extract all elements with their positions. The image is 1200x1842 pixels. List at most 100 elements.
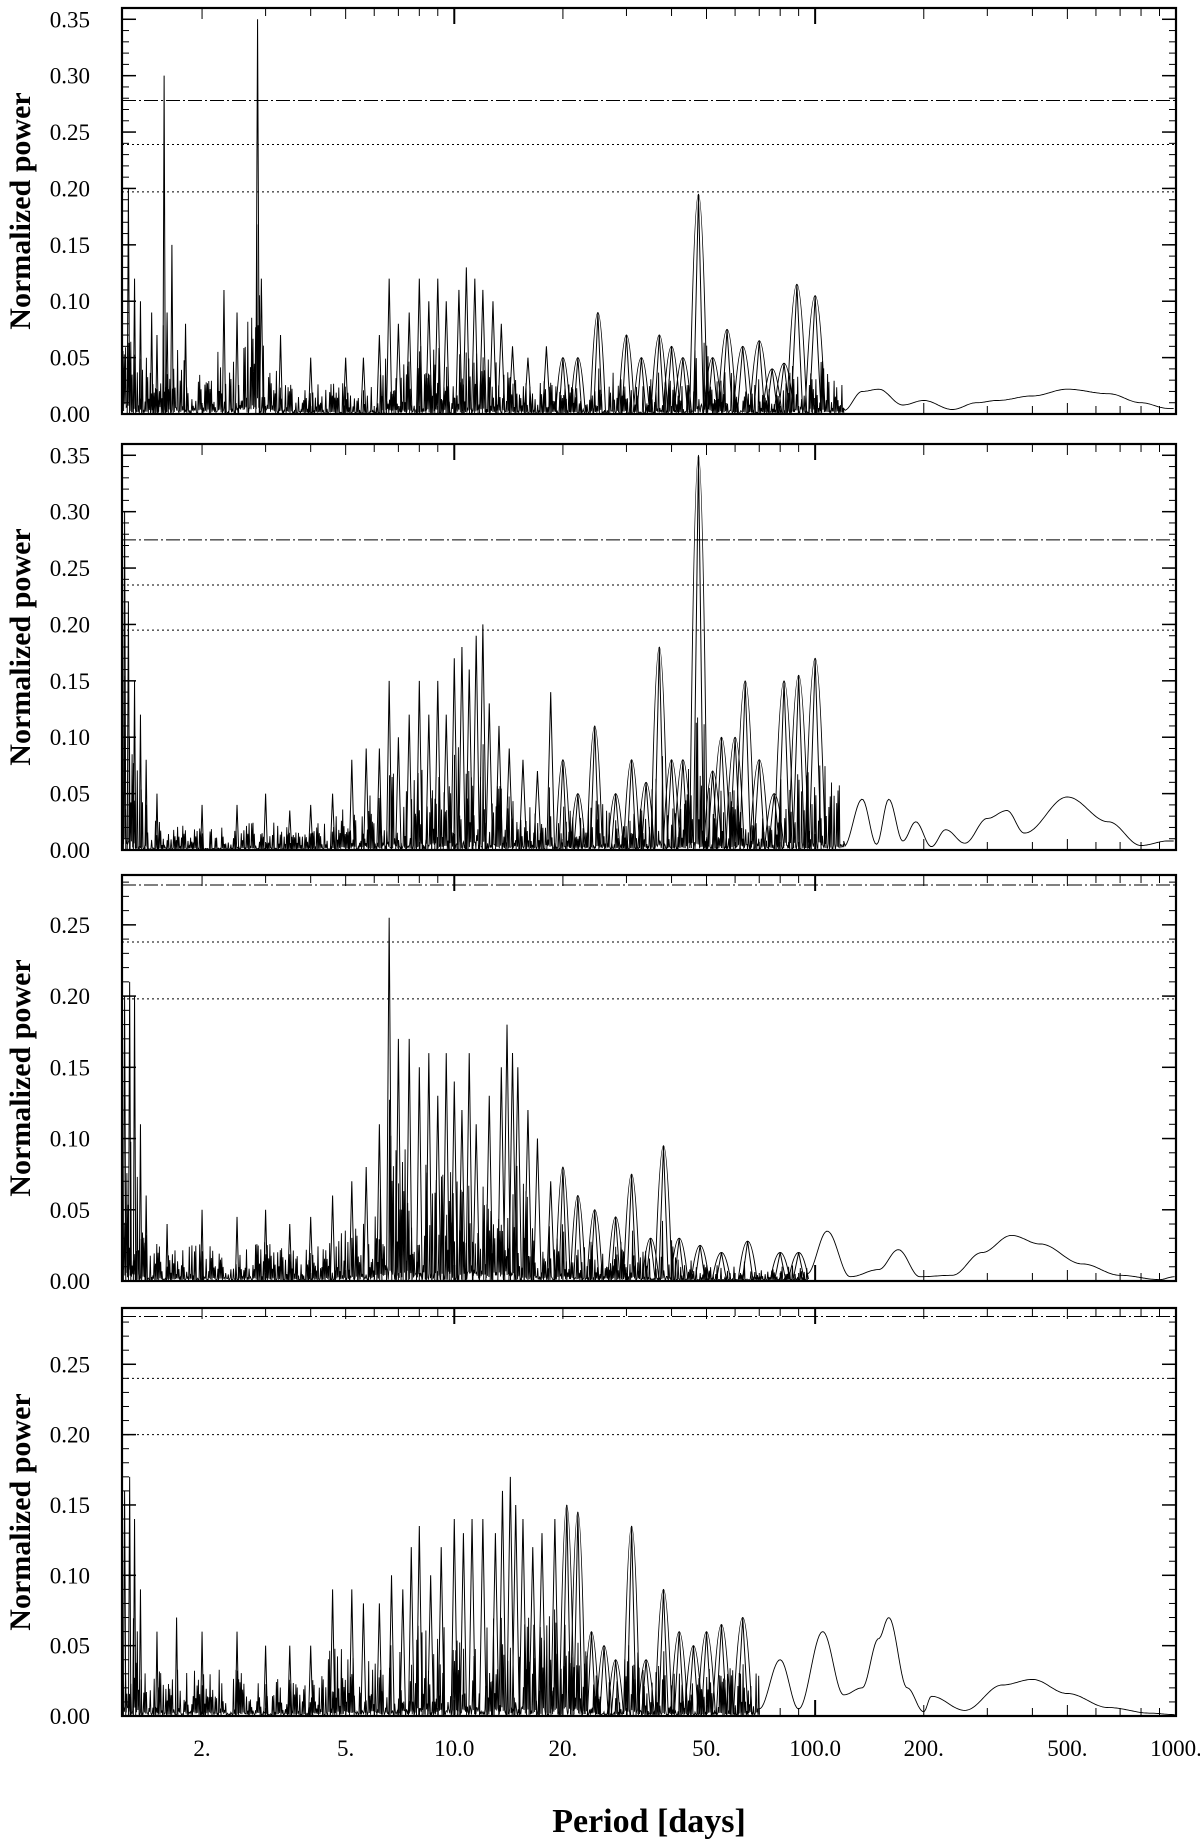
peak-lobe xyxy=(764,793,785,849)
peak-lobe xyxy=(770,1252,791,1280)
panel-3: 0.00 0.05 0.10 0.15 0.20 0.25 Normalized power xyxy=(4,873,1178,1294)
peak-mark xyxy=(263,793,268,851)
peak-mark xyxy=(348,1589,355,1717)
y-tick-label: 0.25 xyxy=(50,1352,90,1377)
peak-lobe xyxy=(725,736,745,849)
peak-lobe xyxy=(586,1209,603,1280)
peak-mark xyxy=(497,1067,506,1282)
peak-mark xyxy=(458,646,466,851)
y-axis-label: Normalized power xyxy=(4,959,37,1196)
peak-mark xyxy=(308,804,314,851)
panel-frame xyxy=(120,873,1178,1283)
y-tick-label: 0.20 xyxy=(50,984,90,1009)
peak-mark xyxy=(234,804,240,851)
peak-mark xyxy=(450,658,458,851)
y-tick-label: 0.25 xyxy=(50,556,90,581)
peak-mark xyxy=(132,680,137,851)
peak-mark xyxy=(528,1547,537,1717)
peak-mark xyxy=(360,357,367,415)
peak-mark xyxy=(162,75,166,415)
peak-mark xyxy=(434,278,442,415)
peak-lobe xyxy=(569,1195,586,1280)
peak-mark xyxy=(342,357,349,415)
peak-lobe xyxy=(749,759,770,849)
y-tick-label: 0.05 xyxy=(50,346,90,371)
peak-mark xyxy=(200,804,204,851)
peak-lobe xyxy=(689,455,708,849)
peak-lobe xyxy=(583,1631,600,1715)
peak-lobe xyxy=(733,1617,753,1715)
peak-mark xyxy=(442,714,450,851)
peak-mark xyxy=(395,1038,402,1282)
peak-mark xyxy=(170,244,174,415)
peak-mark xyxy=(376,1603,383,1717)
peak-lobe xyxy=(762,368,783,413)
peak-mark xyxy=(360,1603,367,1717)
peak-lobe xyxy=(555,357,571,413)
peak-mark xyxy=(395,323,402,415)
peak-lobe xyxy=(662,345,681,413)
peak-mark xyxy=(255,19,260,415)
y-tick-label: 0.10 xyxy=(50,289,90,314)
peak-lobe xyxy=(788,1252,809,1280)
peak-lobe xyxy=(697,1631,716,1715)
peak-mark xyxy=(425,714,433,851)
peak-mark xyxy=(495,725,503,851)
peak-mark xyxy=(329,793,336,851)
y-tick-label: 0.25 xyxy=(50,120,90,145)
peak-mark xyxy=(399,1589,407,1717)
panel-frame xyxy=(120,1306,1178,1718)
peak-lobe xyxy=(804,295,826,413)
x-axis-label: Period [days] xyxy=(552,1803,746,1840)
x-tick-label: 200. xyxy=(904,1736,944,1761)
peak-mark xyxy=(511,1504,520,1717)
peak-mark xyxy=(363,748,370,851)
peak-mark xyxy=(122,1490,127,1717)
peak-mark xyxy=(138,301,143,415)
y-tick-label: 0.20 xyxy=(50,612,90,637)
peak-mark xyxy=(479,624,487,851)
peak-lobe xyxy=(735,680,755,849)
y-tick-label: 0.30 xyxy=(50,64,90,89)
y-tick-label: 0.05 xyxy=(50,1198,90,1223)
peak-lobe xyxy=(673,357,692,413)
x-tick-label: 100.0 xyxy=(789,1736,841,1761)
peak-mark xyxy=(138,1124,143,1282)
peak-mark xyxy=(376,335,383,415)
peak-mark xyxy=(234,312,240,415)
y-tick-label: 0.20 xyxy=(50,1423,90,1448)
peak-mark xyxy=(155,1631,159,1717)
peak-mark xyxy=(513,1067,522,1282)
peak-mark xyxy=(234,1631,240,1717)
peak-mark xyxy=(479,1519,487,1717)
peak-mark xyxy=(437,1547,445,1717)
x-tick-label: 10.0 xyxy=(434,1736,474,1761)
peak-lobe xyxy=(703,770,723,849)
peak-mark xyxy=(363,1167,370,1282)
peak-mark xyxy=(425,1053,433,1282)
peak-mark xyxy=(533,1138,542,1282)
peak-mark xyxy=(415,278,423,415)
peak-lobe xyxy=(673,759,692,849)
peak-lobe xyxy=(637,1659,655,1715)
peak-mark xyxy=(508,1053,517,1282)
peak-mark xyxy=(138,714,143,851)
peak-lobe xyxy=(773,362,795,413)
peak-mark xyxy=(415,1526,423,1717)
peak-mark xyxy=(497,323,506,415)
peak-mark xyxy=(485,1095,494,1282)
peak-lobe xyxy=(632,357,650,413)
peak-lobe xyxy=(555,759,571,849)
peak-lobe xyxy=(717,328,737,413)
peak-mark xyxy=(465,669,473,851)
peak-mark xyxy=(144,759,148,851)
peak-mark xyxy=(308,357,314,415)
peak-lobe xyxy=(711,1252,731,1280)
peak-mark xyxy=(434,1095,442,1282)
y-tick-label: 0.20 xyxy=(50,176,90,201)
peak-mark xyxy=(155,793,159,851)
peak-mark xyxy=(263,1209,268,1282)
peak-mark xyxy=(462,267,471,415)
peak-lobe xyxy=(654,1145,673,1280)
peak-mark xyxy=(126,188,131,415)
